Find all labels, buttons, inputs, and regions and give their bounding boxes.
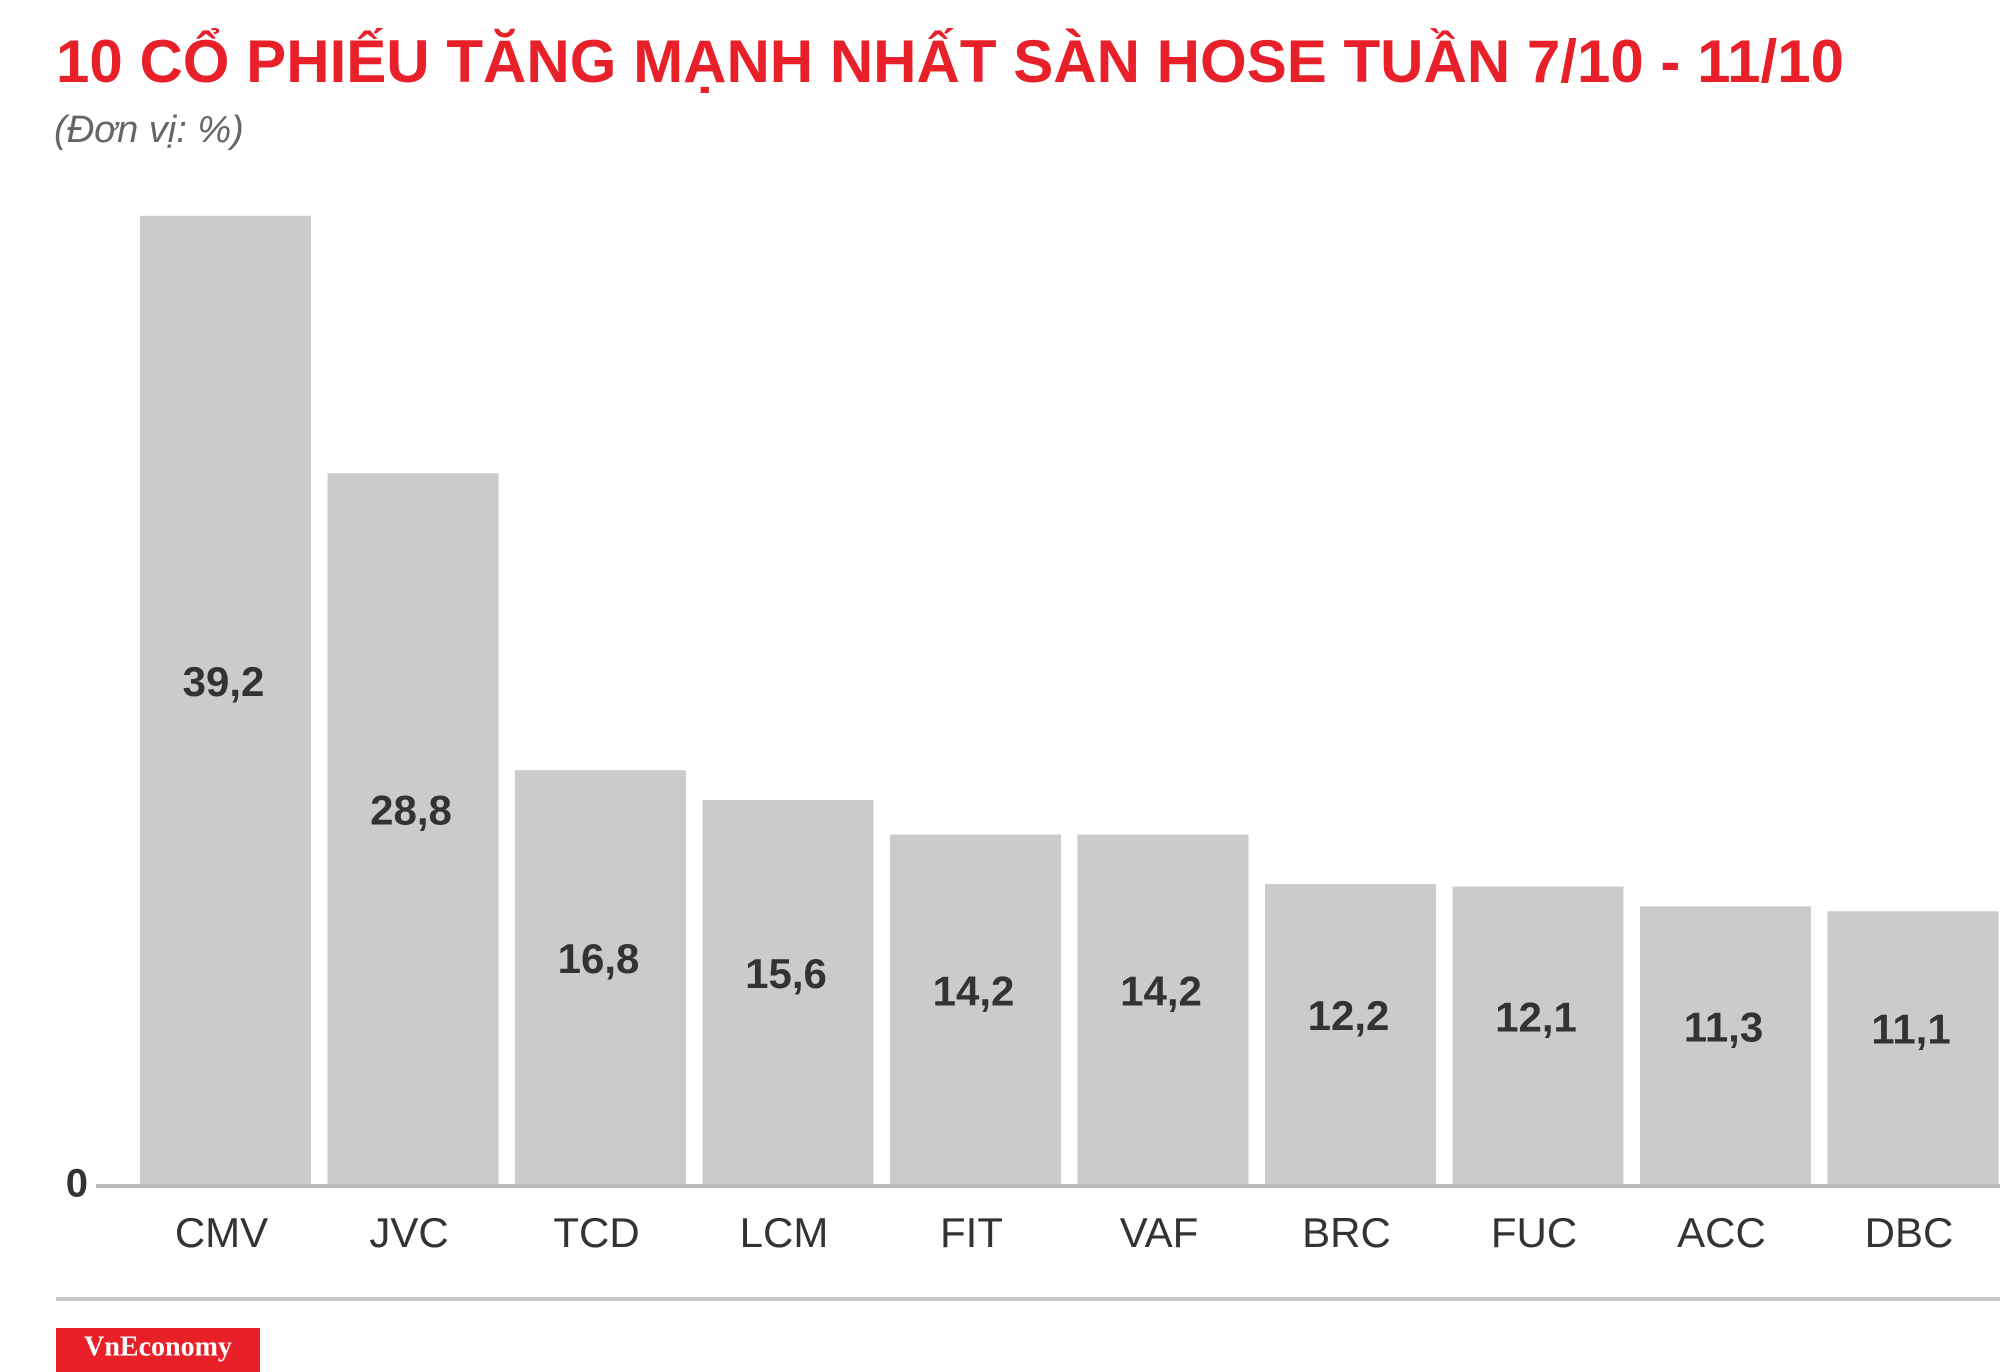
- bar: [1452, 886, 1624, 1186]
- x-tick-label: BRC: [1302, 1209, 1391, 1256]
- x-tick-label: FIT: [940, 1209, 1003, 1256]
- value-label: 12,1: [1495, 993, 1577, 1040]
- bar: [1640, 906, 1811, 1186]
- value-label: 28,8: [370, 787, 452, 834]
- bar: [515, 770, 686, 1186]
- x-tick-label: LCM: [740, 1209, 829, 1256]
- value-label: 39,2: [183, 658, 265, 705]
- value-label: 16,8: [558, 935, 640, 982]
- value-label: 14,2: [933, 967, 1015, 1014]
- brand-box: [56, 1328, 260, 1372]
- y-tick-label: 0: [66, 1162, 88, 1206]
- x-tick-label: CMV: [175, 1209, 268, 1256]
- value-label: 14,2: [1120, 967, 1202, 1014]
- x-tick-label: ACC: [1677, 1209, 1766, 1256]
- value-label: 11,1: [1871, 1006, 1950, 1053]
- value-label: 15,6: [745, 950, 827, 997]
- x-tick-label: TCD: [553, 1209, 639, 1256]
- value-label: 11,3: [1684, 1003, 1763, 1050]
- chart-subtitle: (Đơn vị: %): [54, 109, 244, 151]
- brand: VnEconomy: [84, 1331, 232, 1362]
- chart-title: 10 CỔ PHIẾU TĂNG MẠNH NHẤT SÀN HOSE TUẦN…: [56, 28, 1844, 95]
- x-tick-label: DBC: [1865, 1209, 1954, 1256]
- value-label: 12,2: [1308, 992, 1390, 1039]
- bar: [1077, 834, 1249, 1186]
- x-tick-label: VAF: [1120, 1209, 1199, 1256]
- bar: [140, 215, 311, 1187]
- bar: [1827, 911, 1999, 1186]
- x-tick-label: JVC: [369, 1209, 448, 1256]
- bar: [890, 834, 1061, 1186]
- x-tick-label: FUC: [1491, 1209, 1577, 1256]
- bar: [1265, 884, 1436, 1186]
- bar: [702, 799, 874, 1186]
- bar: [327, 473, 499, 1186]
